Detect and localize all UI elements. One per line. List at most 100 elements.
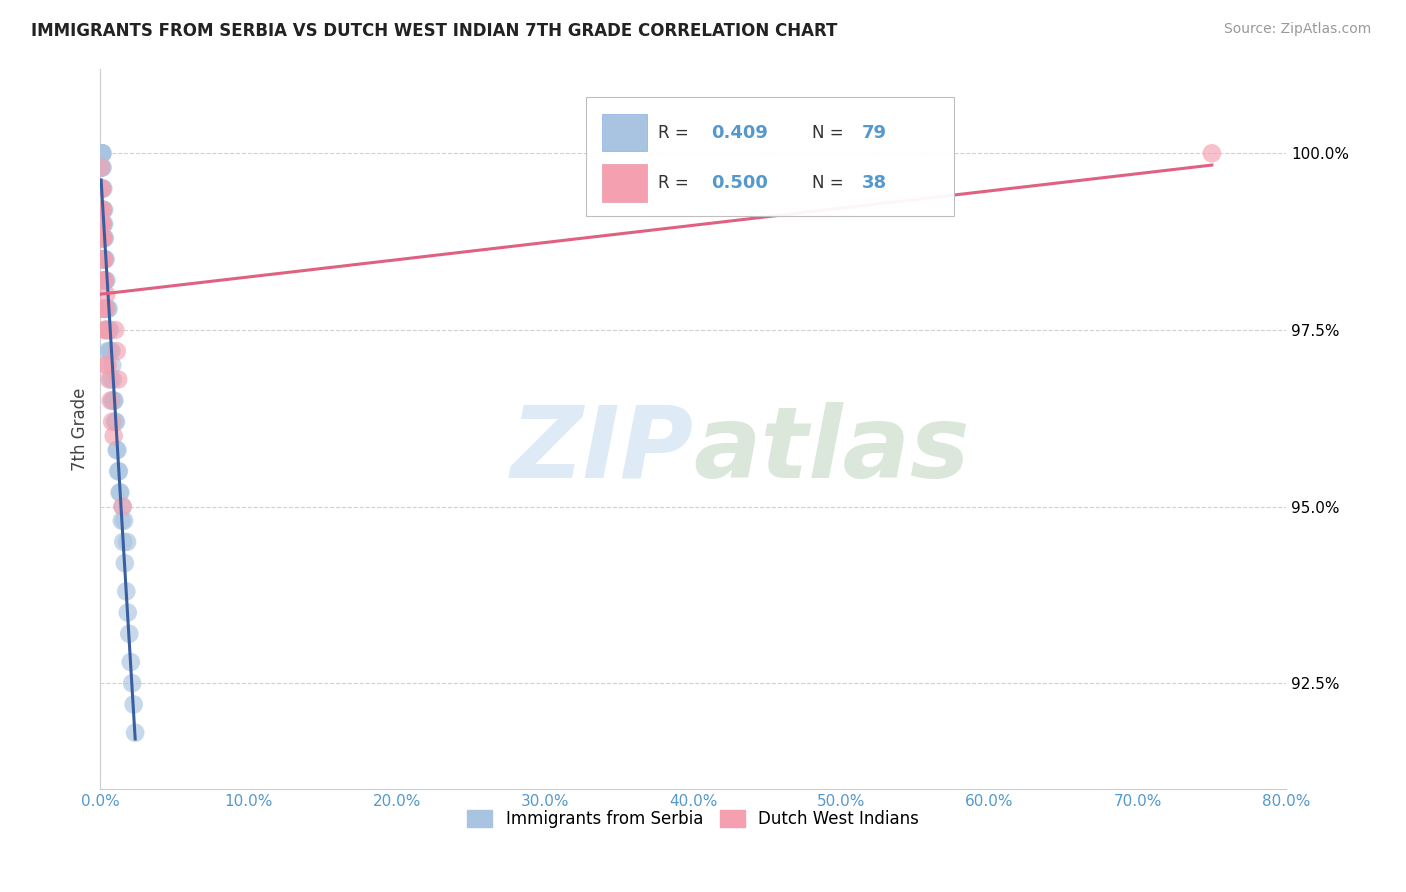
Point — [122, 698, 145, 712]
Point — [90, 146, 112, 161]
Text: N =: N = — [811, 124, 849, 142]
Point — [91, 202, 114, 217]
Point — [111, 514, 134, 528]
Text: atlas: atlas — [693, 402, 970, 499]
Point — [104, 415, 127, 429]
Point — [97, 344, 120, 359]
Point — [90, 161, 112, 175]
Point — [108, 485, 131, 500]
Point — [104, 323, 127, 337]
Point — [91, 273, 114, 287]
Point — [115, 584, 138, 599]
Point — [94, 252, 117, 267]
Point — [97, 301, 120, 316]
Point — [101, 372, 124, 386]
Point — [90, 146, 112, 161]
Point — [90, 146, 112, 161]
Point — [100, 344, 122, 359]
Point — [96, 323, 118, 337]
Point — [90, 217, 112, 231]
Point — [120, 655, 142, 669]
Point — [91, 181, 114, 195]
Point — [124, 725, 146, 739]
Point — [94, 231, 117, 245]
Point — [90, 217, 112, 231]
Point — [118, 627, 141, 641]
Point — [90, 146, 112, 161]
Point — [103, 393, 125, 408]
FancyBboxPatch shape — [602, 164, 647, 202]
Point — [90, 146, 112, 161]
Point — [90, 202, 112, 217]
Point — [94, 273, 117, 287]
Point — [108, 464, 131, 478]
Point — [112, 535, 135, 549]
Point — [105, 443, 128, 458]
Point — [91, 252, 114, 267]
Point — [90, 146, 112, 161]
Point — [100, 344, 122, 359]
Point — [111, 500, 134, 514]
Point — [93, 202, 115, 217]
Point — [91, 217, 114, 231]
Point — [90, 146, 112, 161]
Point — [90, 181, 112, 195]
Point — [105, 443, 128, 458]
Point — [105, 344, 128, 359]
Point — [93, 252, 115, 267]
Point — [94, 323, 117, 337]
Point — [101, 393, 124, 408]
Point — [91, 202, 114, 217]
Point — [103, 429, 125, 443]
Text: 79: 79 — [862, 124, 887, 142]
Point — [90, 146, 112, 161]
Point — [103, 393, 125, 408]
Point — [94, 273, 117, 287]
FancyBboxPatch shape — [602, 114, 647, 152]
Point — [91, 252, 114, 267]
Text: ZIP: ZIP — [510, 402, 693, 499]
Text: 0.500: 0.500 — [711, 174, 768, 192]
Point — [121, 676, 143, 690]
Point — [90, 146, 112, 161]
Point — [97, 323, 120, 337]
Text: R =: R = — [658, 124, 693, 142]
Point — [93, 252, 115, 267]
Point — [107, 372, 129, 386]
Point — [90, 161, 112, 175]
Point — [90, 146, 112, 161]
Point — [96, 287, 118, 301]
Point — [97, 301, 120, 316]
Text: 38: 38 — [862, 174, 887, 192]
Point — [91, 217, 114, 231]
Point — [93, 231, 115, 245]
Point — [96, 301, 118, 316]
Point — [90, 161, 112, 175]
Point — [91, 181, 114, 195]
Point — [90, 231, 112, 245]
Point — [94, 273, 117, 287]
Point — [100, 393, 122, 408]
Point — [96, 359, 118, 373]
Point — [90, 146, 112, 161]
Point — [93, 273, 115, 287]
Point — [94, 252, 117, 267]
Text: Source: ZipAtlas.com: Source: ZipAtlas.com — [1223, 22, 1371, 37]
Point — [90, 202, 112, 217]
Point — [96, 323, 118, 337]
Point — [104, 415, 127, 429]
Point — [91, 202, 114, 217]
Point — [91, 231, 114, 245]
Point — [93, 301, 115, 316]
Point — [90, 181, 112, 195]
Point — [96, 273, 118, 287]
Point — [94, 301, 117, 316]
Point — [98, 372, 121, 386]
Point — [91, 231, 114, 245]
Point — [98, 323, 121, 337]
Point — [91, 252, 114, 267]
Point — [112, 514, 135, 528]
Point — [98, 344, 121, 359]
Text: R =: R = — [658, 174, 693, 192]
Point — [100, 372, 122, 386]
